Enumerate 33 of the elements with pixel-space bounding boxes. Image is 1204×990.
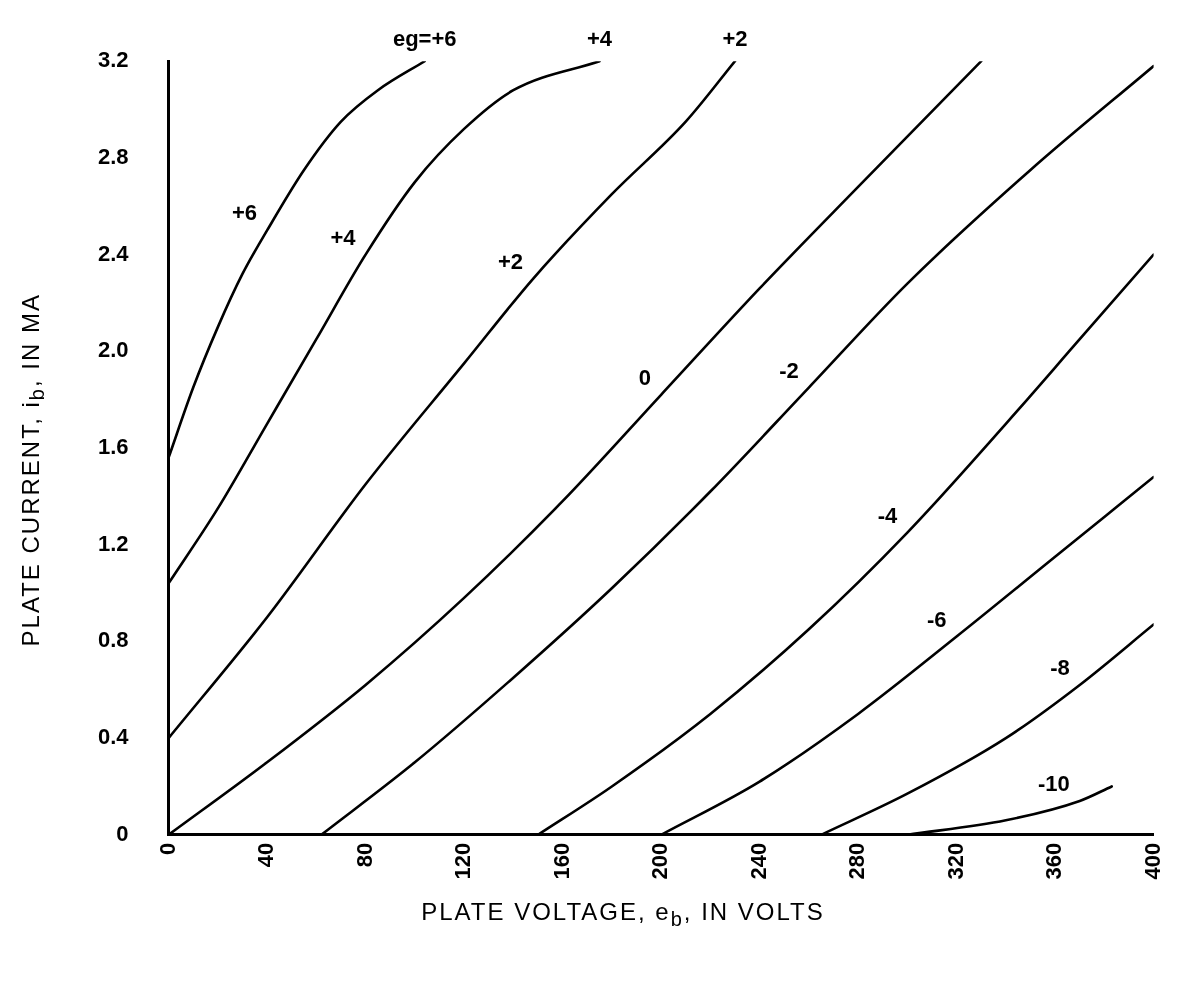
x-tick-label: 360 xyxy=(1041,842,1067,880)
x-tick-label: 400 xyxy=(1139,842,1165,880)
y-tick-label: 1.6 xyxy=(97,434,129,460)
x-tick-label: 240 xyxy=(745,842,771,880)
series-label: +6 xyxy=(231,200,258,226)
series-label: -6 xyxy=(927,606,947,632)
series-label: -4 xyxy=(877,502,899,528)
annotation: +4 xyxy=(586,26,613,52)
x-tick-label: 160 xyxy=(548,842,574,880)
x-tick-label: 280 xyxy=(844,842,870,880)
y-tick-label: 0.4 xyxy=(97,724,130,750)
annotation: +2 xyxy=(722,26,748,52)
x-tick-label: 120 xyxy=(450,842,476,880)
y-tick-label: 3.2 xyxy=(97,47,129,73)
series-label: -2 xyxy=(779,357,799,383)
annotation: eg=+6 xyxy=(392,26,457,52)
y-tick-label: 1.2 xyxy=(97,530,129,556)
series-label: +4 xyxy=(330,224,357,250)
x-axis-title: PLATE VOLTAGE, e$_{b}$, IN VOLTS xyxy=(420,898,826,931)
x-tick-label: 0 xyxy=(154,842,180,856)
series-label: -8 xyxy=(1050,654,1070,680)
y-tick-label: 2.4 xyxy=(97,240,130,266)
y-tick-label: 0 xyxy=(116,820,129,846)
series-label: 0 xyxy=(638,364,652,390)
x-tick-label: 320 xyxy=(942,842,968,880)
y-tick-label: 2.8 xyxy=(97,143,129,169)
series-label: -10 xyxy=(1037,771,1070,797)
y-tick-label: 2.0 xyxy=(97,337,129,363)
y-tick-label: 0.8 xyxy=(97,627,129,653)
series-label: +2 xyxy=(497,248,524,274)
x-tick-label: 40 xyxy=(253,842,279,868)
x-tick-label: 200 xyxy=(647,842,673,880)
x-tick-label: 80 xyxy=(351,842,377,868)
